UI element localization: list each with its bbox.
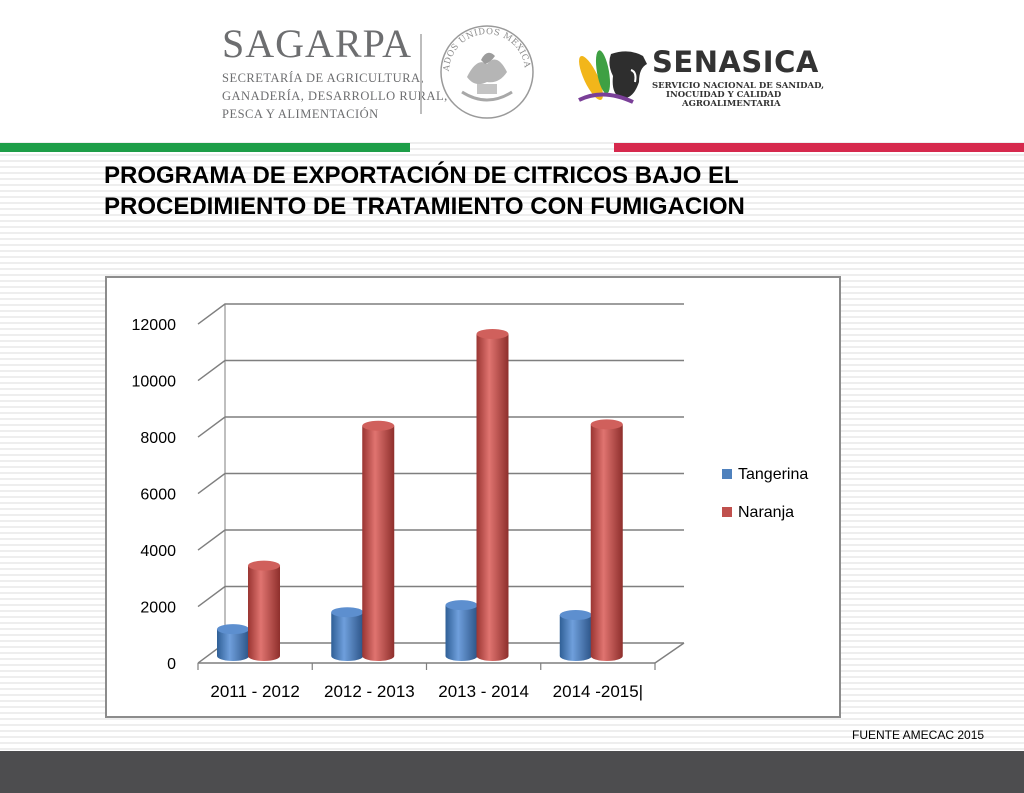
mexican-seal-icon: ESTADOS UNIDOS MEXICANOS xyxy=(437,22,534,119)
x-tick-label: 2011 - 2012 xyxy=(210,682,299,701)
floor-right-edge xyxy=(654,642,685,664)
y-tick-label: 0 xyxy=(167,656,176,673)
red-accent-bar xyxy=(614,143,1024,152)
y-tick-label: 8000 xyxy=(140,430,176,447)
bar-top xyxy=(559,610,592,621)
bar-body xyxy=(362,425,395,661)
legend-label-tangerina: Tangerina xyxy=(738,466,808,483)
senasica-line-3: AGROALIMENTARIA xyxy=(682,99,781,109)
gridline-2 xyxy=(197,529,684,551)
gridline-5 xyxy=(197,359,684,382)
bar-top xyxy=(590,419,623,430)
bar-top xyxy=(476,328,509,339)
bar-naranja-2 xyxy=(476,328,509,661)
sagarpa-logo-text: SAGARPA xyxy=(222,21,413,66)
senasica-line-2: INOCUIDAD Y CALIDAD xyxy=(666,90,782,100)
senasica-bull-icon xyxy=(578,50,647,104)
bar-body xyxy=(445,605,478,661)
bar-top xyxy=(362,420,395,431)
legend-swatch-tangerina xyxy=(722,469,732,479)
gridline-1 xyxy=(197,585,684,608)
bar-tangerina-1 xyxy=(331,607,364,661)
gridline-3 xyxy=(197,472,684,495)
senasica-line-1: SERVICIO NACIONAL DE SANIDAD, xyxy=(652,81,825,91)
bar-tangerina-2 xyxy=(445,600,478,661)
bar-body xyxy=(331,612,364,661)
y-tick-label: 12000 xyxy=(132,317,177,334)
y-tick-label: 4000 xyxy=(140,543,176,560)
senasica-logo-text: SENASICA xyxy=(652,45,819,79)
x-tick-label: 2014 -2015| xyxy=(553,682,643,701)
source-note: FUENTE AMECAC 2015 xyxy=(852,728,985,742)
bar-body xyxy=(559,615,592,661)
slide-title: PROGRAMA DE EXPORTACIÓN DE CITRICOS BAJO… xyxy=(104,162,745,220)
footer-bar xyxy=(0,751,1024,793)
legend-label-naranja: Naranja xyxy=(738,504,794,521)
sagarpa-line-1: SECRETARÍA DE AGRICULTURA, xyxy=(222,71,425,85)
logo-divider xyxy=(420,34,422,114)
sagarpa-line-3: PESCA Y ALIMENTACIÓN xyxy=(222,107,379,121)
sagarpa-line-2: GANADERÍA, DESARROLLO RURAL, xyxy=(222,89,448,103)
gridline-6 xyxy=(197,303,684,325)
x-tick-label: 2013 - 2014 xyxy=(438,682,529,701)
bar-top xyxy=(445,600,478,611)
y-tick-label: 2000 xyxy=(140,600,176,617)
bar-body xyxy=(217,629,249,661)
bar-top xyxy=(248,560,280,571)
green-accent-bar xyxy=(0,143,410,152)
bar-body xyxy=(476,333,509,661)
legend-swatch-naranja xyxy=(722,507,732,517)
bar-tangerina-0 xyxy=(217,624,249,661)
y-tick-label: 10000 xyxy=(132,374,177,391)
header: SAGARPA SECRETARÍA DE AGRICULTURA, GANAD… xyxy=(0,0,1024,140)
gridline-4 xyxy=(197,416,684,438)
bar-naranja-0 xyxy=(248,560,280,661)
y-tick-label: 6000 xyxy=(140,487,176,504)
bar-top xyxy=(331,607,364,618)
bar-body xyxy=(248,565,280,661)
bar-naranja-3 xyxy=(590,419,623,661)
bar-tangerina-3 xyxy=(559,610,592,661)
x-tick-label: 2012 - 2013 xyxy=(324,682,415,701)
bar-top xyxy=(217,624,249,635)
bar-naranja-1 xyxy=(362,420,395,661)
bar-body xyxy=(590,424,623,661)
